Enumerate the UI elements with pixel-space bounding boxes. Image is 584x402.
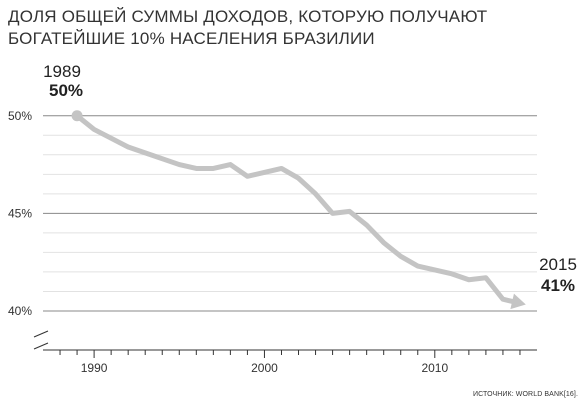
major-gridlines [43, 115, 537, 312]
source-note: ИСТОЧНИК: WORLD BANK[16]. [472, 391, 578, 398]
minor-gridlines [43, 134, 537, 292]
y-tick-label: 50% [8, 109, 32, 123]
x-axis-labels: 1990 2000 2010 [81, 361, 449, 375]
axis-break-mark [33, 330, 49, 338]
annotation-end-year: 2015 [539, 255, 577, 274]
end-point-arrow [510, 293, 526, 310]
annotations: 1989 50% 2015 41% [43, 62, 577, 295]
x-tick-label: 2010 [421, 361, 448, 375]
start-point-marker [71, 110, 83, 122]
annotation-start-year: 1989 [43, 62, 81, 81]
x-axis [33, 330, 537, 358]
y-tick-label: 40% [8, 304, 32, 318]
x-tick-label: 1990 [81, 361, 108, 375]
annotation-end-value: 41% [541, 276, 575, 295]
x-tick-label: 2000 [251, 361, 278, 375]
y-tick-label: 45% [8, 206, 32, 220]
chart-title-line-1: ДОЛЯ ОБЩЕЙ СУММЫ ДОХОДОВ, КОТОРУЮ ПОЛУЧА… [8, 7, 488, 26]
y-axis-labels: 50% 45% 40% [8, 109, 32, 318]
series-line [74, 113, 523, 306]
series-lines [71, 110, 526, 310]
annotation-start-value: 50% [49, 81, 83, 100]
axis-break-mark [33, 342, 49, 350]
chart-title-line-2: БОГАТЕЙШИЕ 10% НАСЕЛЕНИЯ БРАЗИЛИИ [8, 29, 375, 48]
chart-title: ДОЛЯ ОБЩЕЙ СУММЫ ДОХОДОВ, КОТОРУЮ ПОЛУЧА… [8, 6, 487, 50]
